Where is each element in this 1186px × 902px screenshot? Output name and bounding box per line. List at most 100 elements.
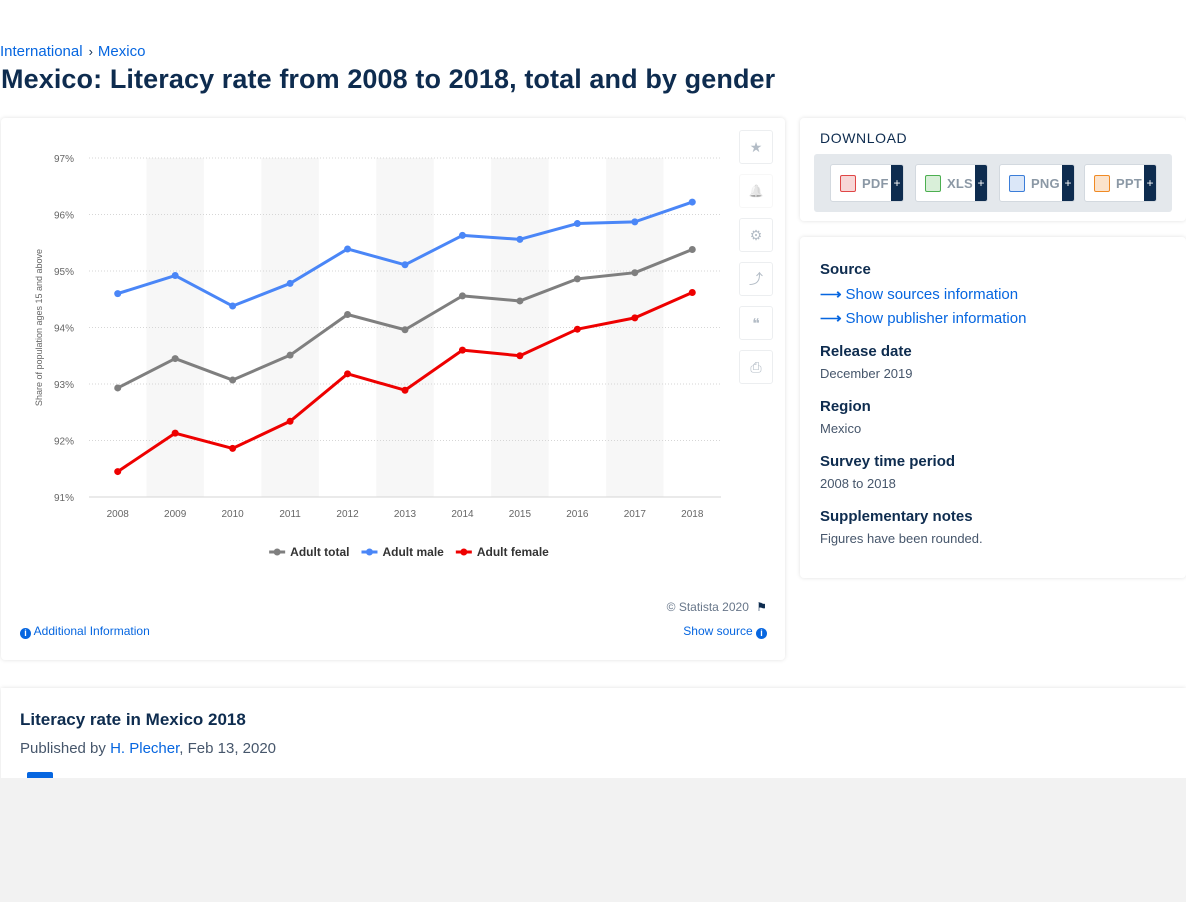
show-sources-link[interactable]: ⟶ Show sources information	[820, 285, 1018, 303]
download-pdf-button[interactable]: PDF +	[830, 164, 904, 202]
download-ppt-button[interactable]: PPT +	[1084, 164, 1157, 202]
x-tick-label: 2009	[164, 509, 187, 520]
data-point	[114, 384, 122, 392]
download-ppt-label: PPT	[1116, 175, 1142, 191]
x-tick-label: 2013	[394, 509, 417, 520]
data-point	[573, 325, 581, 333]
article-byline: Published by H. Plecher, Feb 13, 2020	[20, 740, 276, 757]
data-point	[171, 429, 179, 437]
plus-icon: +	[891, 165, 903, 201]
y-tick-label: 92%	[54, 437, 74, 448]
quote-icon[interactable]: ❝	[739, 306, 773, 340]
data-point	[229, 376, 237, 384]
x-tick-label: 2008	[107, 509, 130, 520]
data-point	[688, 198, 696, 206]
x-tick-label: 2010	[222, 509, 245, 520]
plus-icon: +	[1144, 165, 1156, 201]
show-publisher-label: Show publisher information	[845, 310, 1027, 327]
chart-card: 91% 92% 93% 94% 95% 96% 97% 2008 2009 2010 2011 201…	[1, 118, 785, 660]
legend-marker	[273, 548, 281, 556]
data-point	[631, 314, 639, 322]
show-source-label: Show source	[683, 624, 753, 638]
data-point	[631, 218, 639, 226]
show-publisher-link[interactable]: ⟶ Show publisher information	[820, 309, 1026, 327]
source-label: Source	[820, 261, 871, 278]
flag-icon[interactable]: ⚑	[756, 600, 767, 614]
data-point	[458, 292, 466, 300]
download-png-label: PNG	[1031, 175, 1060, 191]
data-point	[573, 220, 581, 228]
supplementary-notes-value: Figures have been rounded.	[820, 531, 983, 546]
legend-label: Adult total	[290, 545, 349, 559]
gear-icon[interactable]: ⚙	[739, 218, 773, 252]
x-tick-label: 2016	[566, 509, 589, 520]
star-icon[interactable]: ★	[739, 130, 773, 164]
published-by-label: Published by	[20, 740, 106, 757]
data-point	[171, 355, 179, 363]
data-point	[401, 261, 409, 269]
y-tick-label: 97%	[54, 154, 74, 165]
download-png-button[interactable]: PNG +	[999, 164, 1075, 202]
breadcrumb: International › Mexico	[0, 43, 145, 60]
line-chart: 91% 92% 93% 94% 95% 96% 97% 2008 2009 2010 2011 201…	[34, 154, 721, 559]
share-icon[interactable]: ⤴	[739, 262, 773, 296]
xls-file-icon	[925, 174, 941, 192]
survey-period-value: 2008 to 2018	[820, 476, 896, 491]
publish-date: , Feb 13, 2020	[179, 740, 277, 757]
legend-marker	[365, 548, 373, 556]
data-point	[401, 326, 409, 334]
x-tick-label: 2015	[509, 509, 532, 520]
additional-information-label: Additional Information	[33, 624, 150, 638]
data-point	[688, 288, 696, 296]
data-point	[516, 235, 524, 243]
ppt-file-icon	[1094, 174, 1110, 192]
data-point	[286, 417, 294, 425]
survey-period-label: Survey time period	[820, 453, 956, 470]
x-tick-label: 2018	[681, 509, 704, 520]
data-point	[458, 231, 466, 239]
author-link[interactable]: H. Plecher	[110, 740, 180, 757]
copyright: © Statista 2020 ⚑	[667, 600, 767, 614]
y-tick-label: 94%	[54, 324, 74, 335]
x-tick-label: 2012	[336, 509, 359, 520]
release-date-label: Release date	[820, 343, 912, 360]
download-title: DOWNLOAD	[820, 130, 908, 146]
statistic-details: Source ⟶ Show sources information ⟶ Show p…	[800, 237, 1186, 578]
data-point	[344, 370, 352, 378]
additional-information-link[interactable]: i Additional Information	[20, 624, 150, 639]
print-icon[interactable]: ⎙	[739, 350, 773, 384]
plus-icon: +	[1062, 165, 1074, 201]
data-point	[229, 302, 237, 310]
png-file-icon	[1009, 174, 1025, 192]
data-point	[286, 351, 294, 359]
download-pdf-label: PDF	[862, 175, 889, 191]
arrow-right-icon: ⟶	[820, 310, 842, 327]
x-tick-label: 2014	[451, 509, 474, 520]
supplementary-notes-label: Supplementary notes	[820, 508, 973, 525]
download-xls-button[interactable]: XLS +	[915, 164, 988, 202]
column-band	[491, 158, 549, 497]
y-tick-label: 95%	[54, 267, 74, 278]
data-point	[631, 269, 639, 277]
data-point	[344, 311, 352, 319]
download-xls-label: XLS	[947, 175, 973, 191]
plus-icon: +	[975, 165, 987, 201]
download-bar: PDF + XLS + PNG + PPT +	[814, 154, 1172, 212]
y-axis-label: Share of population ages 15 and above	[34, 249, 44, 406]
data-point	[286, 279, 294, 287]
bottom-area	[0, 778, 1186, 902]
data-point	[688, 246, 696, 254]
data-point	[401, 386, 409, 394]
arrow-right-icon: ⟶	[820, 286, 842, 303]
breadcrumb-mexico[interactable]: Mexico	[97, 43, 146, 60]
region-label: Region	[820, 398, 871, 415]
copyright-text: © Statista 2020	[666, 600, 749, 614]
x-tick-label: 2017	[624, 509, 647, 520]
legend-label: Adult male	[382, 545, 444, 559]
article-title: Literacy rate in Mexico 2018	[20, 710, 246, 729]
article-card: Literacy rate in Mexico 2018 Published b…	[1, 688, 1186, 788]
breadcrumb-international[interactable]: International	[0, 43, 83, 60]
show-source-link[interactable]: Show source i	[683, 624, 767, 639]
bell-icon[interactable]: 🔔	[739, 174, 773, 208]
data-point	[516, 352, 524, 360]
